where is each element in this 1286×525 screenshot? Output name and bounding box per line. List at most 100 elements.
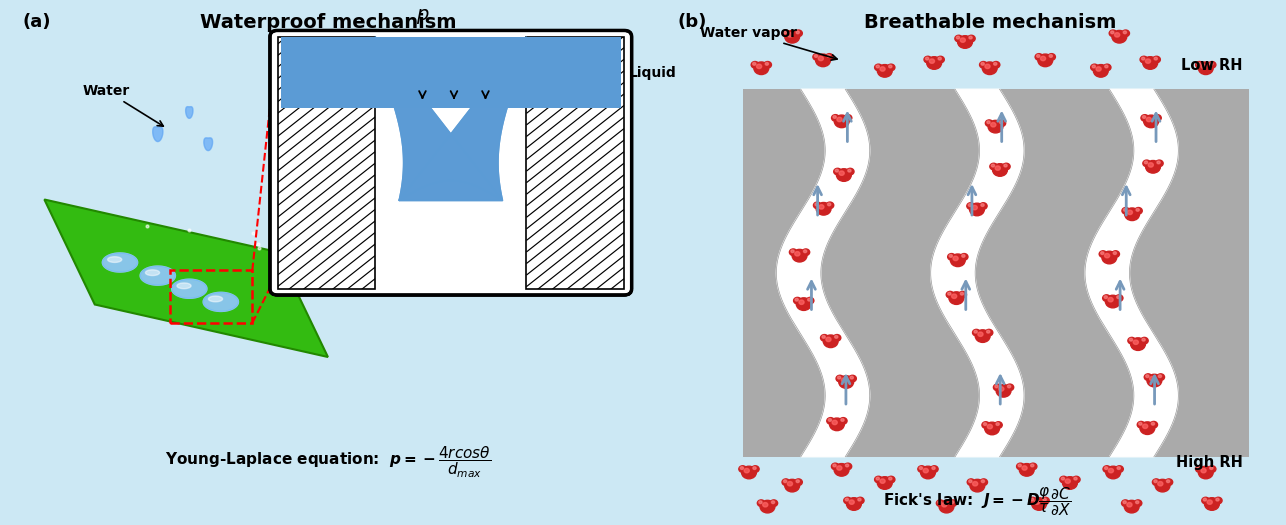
Circle shape <box>1111 31 1114 34</box>
Circle shape <box>833 464 836 467</box>
Circle shape <box>765 62 769 65</box>
Circle shape <box>1102 251 1116 264</box>
Circle shape <box>1129 338 1133 341</box>
Circle shape <box>795 298 799 301</box>
Text: High RH: High RH <box>1175 455 1242 469</box>
Circle shape <box>967 35 975 42</box>
Circle shape <box>1116 296 1120 299</box>
Circle shape <box>787 481 792 486</box>
Circle shape <box>941 502 946 507</box>
Circle shape <box>937 57 941 60</box>
Circle shape <box>977 332 983 337</box>
Circle shape <box>1151 423 1155 425</box>
Circle shape <box>1030 464 1034 467</box>
Circle shape <box>835 169 838 172</box>
Circle shape <box>936 500 944 507</box>
Circle shape <box>1155 160 1163 166</box>
Text: Liquid: Liquid <box>629 67 676 80</box>
Circle shape <box>927 57 941 69</box>
Circle shape <box>983 422 990 428</box>
Circle shape <box>1157 481 1163 486</box>
Circle shape <box>757 500 765 507</box>
Circle shape <box>1136 501 1139 503</box>
Circle shape <box>981 62 984 65</box>
Circle shape <box>1205 498 1219 510</box>
Circle shape <box>937 501 941 503</box>
Circle shape <box>1142 338 1146 341</box>
Text: (a): (a) <box>22 13 51 31</box>
Circle shape <box>832 420 837 425</box>
Circle shape <box>1196 61 1204 68</box>
Circle shape <box>1020 464 1034 476</box>
Circle shape <box>1152 56 1160 63</box>
Circle shape <box>754 62 769 75</box>
Circle shape <box>961 254 968 260</box>
Circle shape <box>1062 477 1078 489</box>
Circle shape <box>1060 476 1067 483</box>
Circle shape <box>1210 62 1213 65</box>
Circle shape <box>827 55 831 57</box>
Circle shape <box>968 204 971 206</box>
Circle shape <box>1146 117 1151 122</box>
Circle shape <box>833 334 841 341</box>
Circle shape <box>836 375 844 382</box>
Circle shape <box>1157 374 1165 381</box>
Circle shape <box>1199 62 1213 75</box>
Text: Young-Laplace equation:  $\boldsymbol{p = -\dfrac{4rcos\theta}{d_{max}}}$: Young-Laplace equation: $\boldsymbol{p =… <box>165 445 491 480</box>
Circle shape <box>997 384 1011 397</box>
Circle shape <box>1143 115 1159 128</box>
Circle shape <box>1100 251 1107 257</box>
Circle shape <box>1092 65 1096 68</box>
Polygon shape <box>203 292 238 311</box>
Circle shape <box>1102 295 1110 301</box>
Circle shape <box>813 54 820 60</box>
Circle shape <box>1002 163 1010 170</box>
Circle shape <box>1105 296 1107 299</box>
Circle shape <box>814 202 822 208</box>
Circle shape <box>823 335 838 348</box>
Circle shape <box>1210 467 1213 469</box>
Circle shape <box>820 334 828 341</box>
Circle shape <box>1128 338 1136 344</box>
Polygon shape <box>145 270 159 276</box>
Circle shape <box>889 65 892 68</box>
Circle shape <box>968 36 972 39</box>
Circle shape <box>815 54 831 67</box>
Circle shape <box>846 116 849 118</box>
Circle shape <box>926 57 928 60</box>
Circle shape <box>1034 500 1039 505</box>
Polygon shape <box>177 283 192 289</box>
Text: Water vapor: Water vapor <box>700 26 837 60</box>
Circle shape <box>1150 422 1157 428</box>
Circle shape <box>844 463 851 470</box>
Circle shape <box>1065 479 1070 484</box>
Circle shape <box>763 502 768 507</box>
Circle shape <box>1154 57 1157 60</box>
Bar <box>278 37 624 108</box>
Circle shape <box>739 466 746 472</box>
Text: (b): (b) <box>678 13 707 31</box>
Circle shape <box>990 163 998 170</box>
Circle shape <box>985 120 993 127</box>
Circle shape <box>993 164 1007 176</box>
Circle shape <box>970 203 984 216</box>
Bar <box>376 37 526 289</box>
Polygon shape <box>44 200 328 357</box>
Circle shape <box>988 424 993 429</box>
Circle shape <box>959 291 967 298</box>
Circle shape <box>1110 30 1116 37</box>
Circle shape <box>1109 468 1114 473</box>
FancyBboxPatch shape <box>270 30 631 295</box>
Circle shape <box>994 62 997 65</box>
Circle shape <box>992 164 994 167</box>
Circle shape <box>931 466 937 472</box>
Circle shape <box>1007 385 1011 388</box>
Circle shape <box>887 476 895 483</box>
Circle shape <box>791 250 795 253</box>
Circle shape <box>972 329 980 336</box>
Circle shape <box>974 330 977 333</box>
Circle shape <box>1038 54 1053 67</box>
Circle shape <box>833 169 841 175</box>
Circle shape <box>837 466 842 470</box>
Circle shape <box>782 30 790 37</box>
